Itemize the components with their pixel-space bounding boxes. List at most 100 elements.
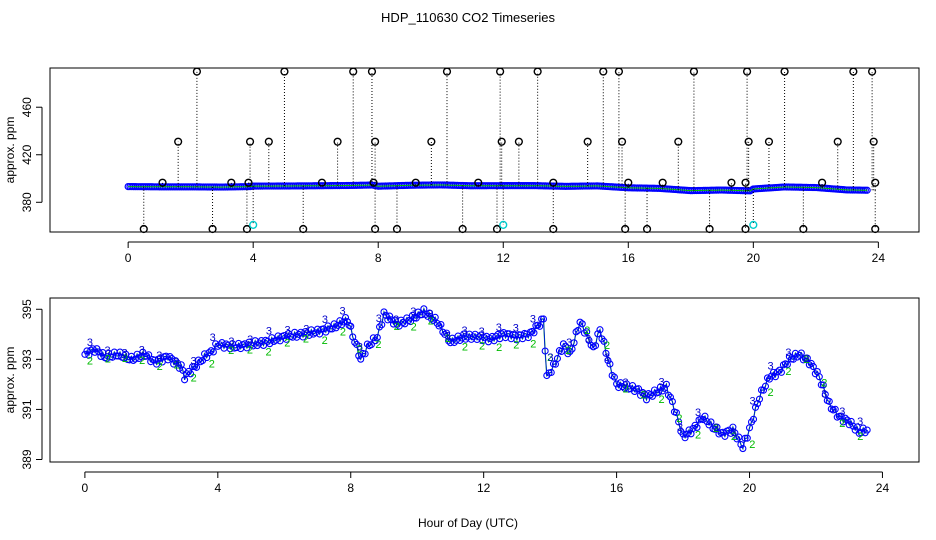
panel-2-point [809,363,817,371]
panel-1-xtick-label: 16 [622,251,636,265]
panel-1-flag-point [369,178,378,187]
panel-2-point [553,354,561,363]
panel-2-marker-2: 2 [713,423,719,435]
chart-title: HDP_110630 CO2 Timeseries [381,10,555,25]
panel-2-marker-2: 2 [547,352,553,364]
panel-2-marker-2: 2 [641,390,647,402]
panel-2-marker-2: 2 [303,333,309,345]
panel-2-point [583,328,591,336]
panel-2-point [751,403,760,411]
panel-2-point [194,356,203,364]
panel-1-flag-point [264,137,273,146]
panel-2-point [143,352,151,360]
panel-2-marker-3: 3 [496,322,502,334]
panel-2-point [373,333,381,342]
panel-2-marker-3: 3 [479,326,485,338]
panel-2-ytick-label: 395 [20,299,34,319]
panel-2-ytick-label: 391 [20,399,34,419]
panel-2-marker-2: 2 [174,360,180,372]
panel-1-ytick-label: 420 [20,144,34,164]
panel-2-marker-2: 2 [357,343,363,355]
panel-2-point [336,317,344,325]
panel-1-flag-point [617,137,627,146]
panel-2-point [95,348,103,356]
panel-2-point [819,381,827,389]
panel-2-marker-3: 3 [585,333,591,345]
panel-2-marker-2: 2 [767,387,773,399]
panel-2-xtick-label: 16 [610,481,624,495]
panel-2-marker-3: 3 [191,355,197,367]
panel-2-point [446,339,454,347]
panel-2-point [91,348,99,356]
panel-2-marker-3: 3 [530,314,536,326]
panel-1-series [124,67,880,234]
panel-2-point [600,337,608,345]
panel-2-point [386,312,394,320]
panel-2-point [361,350,369,358]
panel-2-point [803,354,811,362]
panel-2-point [181,376,189,384]
panel-2-point [530,329,538,337]
panel-2-point [739,445,747,453]
panel-2-point [642,396,651,404]
panel-2-marker-2: 2 [695,429,701,441]
panel-2-point [749,415,758,423]
panel-2-marker-2: 2 [191,372,197,384]
panel-2-marker-3: 3 [623,377,629,389]
panel-2-marker-2: 2 [496,342,502,354]
panel-2-point [693,423,701,431]
panel-2-point [707,418,715,426]
panel-1-flag-point [317,178,327,187]
panel-2-point [435,322,443,330]
panel-2-xtick-label: 20 [743,481,757,495]
panel-2-marker-2: 2 [322,335,328,347]
panel-2-marker-3: 3 [322,314,328,326]
panel-2-marker-2: 2 [839,418,845,430]
panel-2-marker-3: 3 [750,395,756,407]
panel-2-point [761,382,770,390]
panel-2-marker-3: 3 [303,323,309,335]
panel-2-point [536,322,544,330]
panel-2-point [613,380,621,388]
panel-2-point [691,421,699,429]
panel-2-point [224,341,232,349]
panel-2-point [849,422,857,430]
panel-2-marker-3: 3 [139,345,145,357]
panel-1-flag-point [674,137,683,146]
panel-2-marker-2: 2 [428,315,434,327]
panel-2-point [594,330,602,338]
panel-2-marker-2: 2 [122,353,128,365]
panel-2-point [731,429,739,437]
panel-2-marker-2: 2 [565,345,571,357]
panel-2-marker-3: 3 [658,376,664,388]
panel-1-flag-point [583,137,592,146]
panel-2-point [610,373,618,381]
panel-2-ylabel: approx. ppm [3,347,17,414]
panel-2-marker-2: 2 [105,354,111,366]
panel-1-flag-point [497,137,506,146]
panel-2-point [793,353,801,361]
panel-2-point [713,423,721,431]
panel-2-point [741,434,749,442]
panel-2-marker-2: 2 [623,384,629,396]
panel-2-point [351,338,359,346]
panel-1-cyan-point [249,220,258,229]
panel-1-series-line [128,184,868,192]
panel-1-flag-point [333,137,342,146]
panel-2-marker-3: 3 [173,356,179,368]
panel-1-flag-point [658,178,667,187]
panel-1-flag-point [833,137,842,146]
panel-1-xtick-label: 0 [125,251,132,265]
panel-2-point [570,339,578,347]
panel-2-xtick-label: 4 [214,481,221,495]
panel-2-point [343,318,351,326]
panel-2-point [334,321,342,329]
panel-1-flag-point [158,178,167,187]
panel-2-xaxis: 0 4 8 12 16 20 24 [82,471,889,495]
panel-2-marker-3: 3 [393,314,399,326]
panel-2-marker-2: 2 [530,339,536,351]
panel-2-point [311,329,319,337]
panel-2-point [562,342,570,350]
panel-1-flag-point [744,137,753,146]
